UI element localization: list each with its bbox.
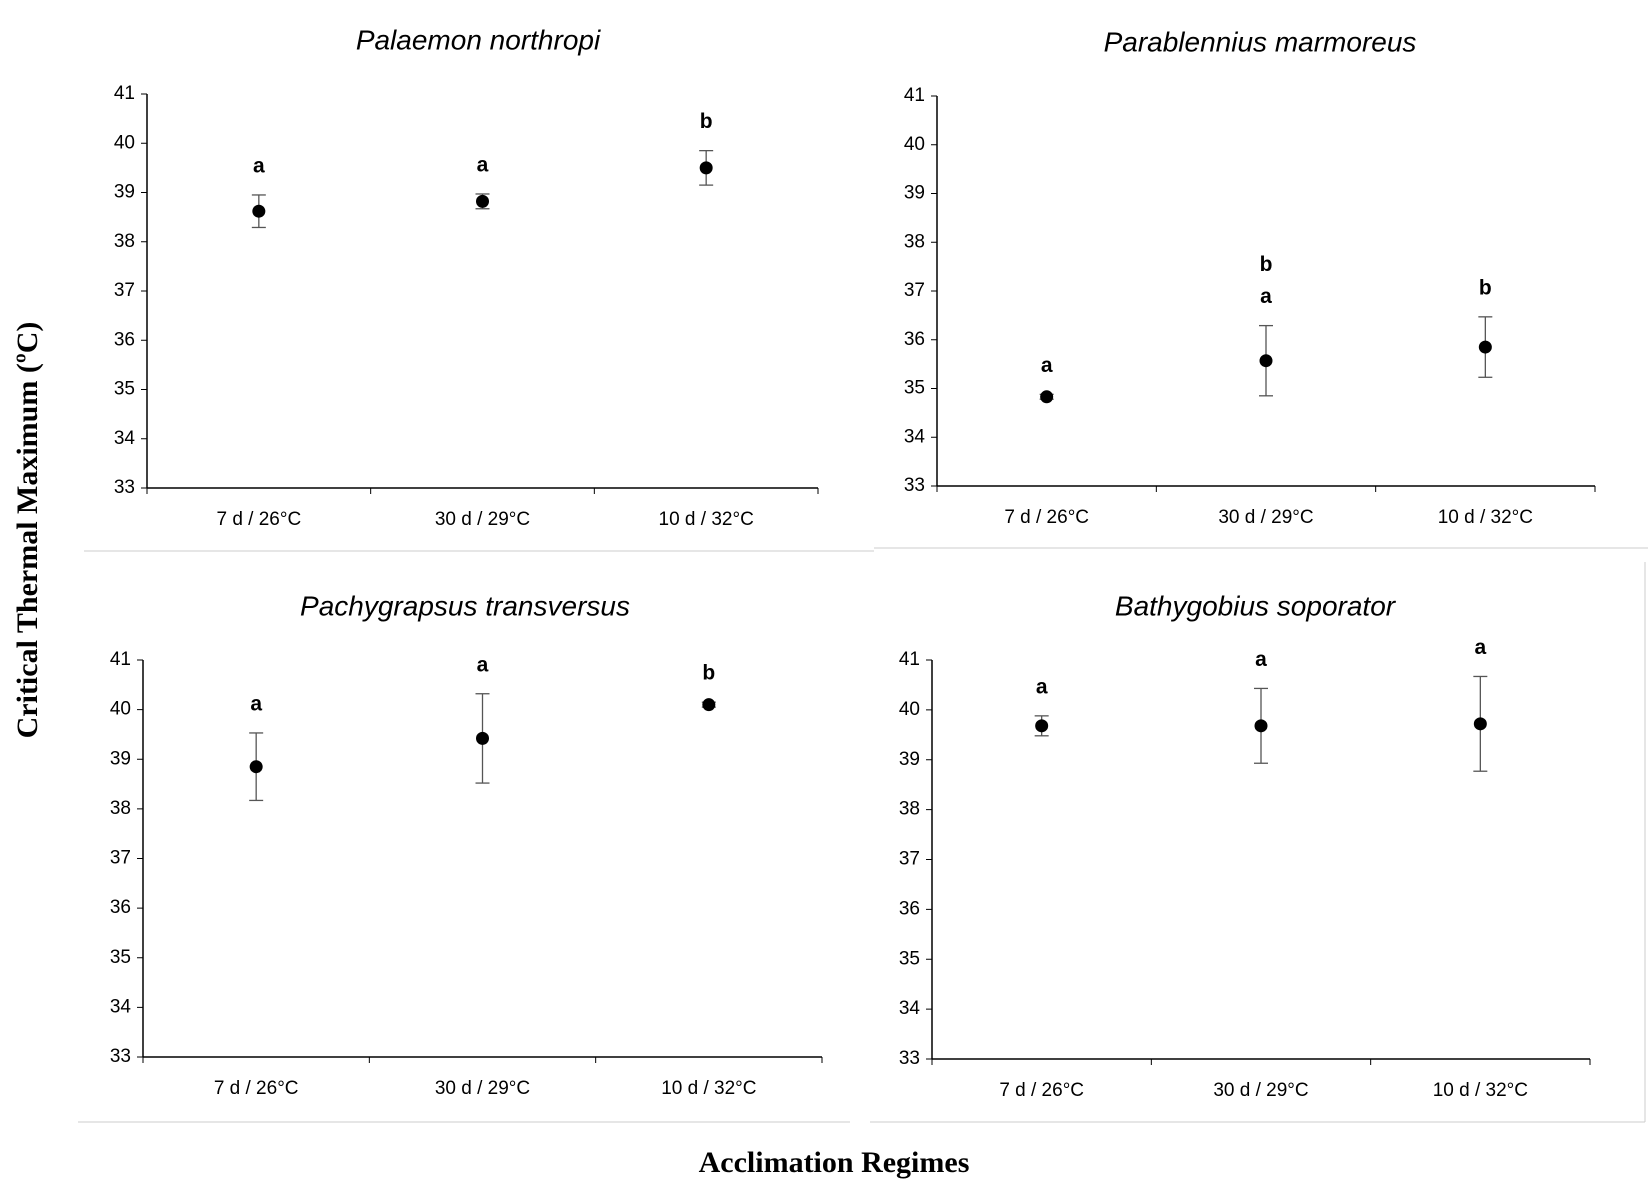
significance-letter: a — [253, 155, 265, 178]
y-tick-label: 34 — [114, 428, 136, 449]
point — [1035, 719, 1049, 733]
y-tick-label: 36 — [110, 897, 131, 918]
panel-title: Parablennius marmoreus — [1104, 26, 1417, 57]
y-tick-label: 35 — [904, 378, 925, 399]
y-tick-label: 34 — [110, 996, 132, 1017]
y-tick-label: 33 — [110, 1046, 131, 1067]
point — [1040, 390, 1054, 404]
panel-title: Pachygrapsus transversus — [300, 590, 630, 621]
y-tick-label: 39 — [899, 749, 920, 770]
point — [476, 731, 489, 745]
point — [252, 204, 266, 218]
point — [1478, 340, 1492, 354]
significance-letter: a — [1260, 285, 1272, 308]
panel-title: Bathygobius soporator — [1115, 590, 1397, 621]
y-tick-label: 33 — [904, 475, 925, 496]
x-tick-label: 7 d / 26°C — [214, 1078, 299, 1099]
y-tick-label: 40 — [114, 132, 135, 153]
y-tick-label: 38 — [904, 231, 925, 252]
significance-letter: a — [1041, 354, 1053, 377]
significance-letter: a — [477, 154, 489, 177]
y-tick-label: 35 — [114, 379, 135, 400]
x-tick-label: 30 d / 29°C — [1213, 1080, 1308, 1101]
point — [1473, 717, 1487, 731]
x-tick-label: 30 d / 29°C — [435, 509, 530, 530]
significance-letter: b — [1260, 253, 1273, 276]
significance-letter: a — [1036, 675, 1048, 698]
point — [1254, 719, 1268, 733]
significance-letter: b — [702, 662, 715, 685]
y-tick-label: 40 — [110, 699, 131, 720]
y-tick-label: 35 — [110, 947, 131, 968]
y-tick-label: 34 — [899, 998, 921, 1019]
y-tick-label: 38 — [899, 799, 920, 820]
y-tick-label: 33 — [899, 1048, 920, 1069]
y-tick-label: 36 — [114, 329, 135, 350]
y-tick-label: 40 — [904, 134, 925, 155]
panel-title: Palaemon northropi — [356, 24, 601, 55]
significance-letter: a — [250, 692, 262, 715]
point — [699, 161, 713, 175]
y-tick-label: 37 — [904, 280, 925, 301]
significance-letter: b — [700, 110, 713, 133]
point — [702, 698, 716, 712]
x-tick-label: 30 d / 29°C — [1218, 507, 1313, 528]
significance-letter: a — [477, 653, 489, 676]
y-axis-label: Critical Thermal Maximum (ºC) — [11, 322, 44, 739]
y-tick-label: 39 — [110, 748, 131, 769]
x-tick-label: 7 d / 26°C — [216, 509, 301, 530]
point — [1259, 354, 1273, 368]
y-tick-label: 41 — [110, 649, 131, 670]
y-tick-label: 37 — [899, 849, 920, 870]
y-tick-label: 41 — [899, 649, 920, 670]
significance-letter: a — [1474, 636, 1486, 659]
x-axis-label: Acclimation Regimes — [699, 1146, 970, 1179]
y-tick-label: 39 — [114, 182, 135, 203]
y-tick-label: 36 — [899, 898, 920, 919]
y-tick-label: 39 — [904, 183, 925, 204]
y-tick-label: 37 — [114, 280, 135, 301]
y-tick-label: 38 — [110, 798, 131, 819]
y-tick-label: 33 — [114, 477, 135, 498]
point — [476, 194, 489, 208]
x-tick-label: 7 d / 26°C — [999, 1080, 1084, 1101]
point — [249, 760, 263, 774]
x-tick-label: 7 d / 26°C — [1004, 507, 1089, 528]
x-tick-label: 10 d / 32°C — [659, 509, 754, 530]
x-tick-label: 30 d / 29°C — [435, 1078, 530, 1099]
y-tick-label: 41 — [114, 83, 135, 104]
y-tick-label: 35 — [899, 948, 920, 969]
y-tick-label: 41 — [904, 85, 925, 106]
y-tick-label: 34 — [904, 426, 926, 447]
significance-letter: a — [1255, 648, 1267, 671]
x-tick-label: 10 d / 32°C — [661, 1078, 756, 1099]
y-tick-label: 36 — [904, 329, 925, 350]
x-tick-label: 10 d / 32°C — [1433, 1080, 1528, 1101]
y-tick-label: 37 — [110, 848, 131, 869]
x-tick-label: 10 d / 32°C — [1438, 507, 1533, 528]
significance-letter: b — [1479, 276, 1492, 299]
y-tick-label: 40 — [899, 699, 920, 720]
y-tick-label: 38 — [114, 231, 135, 252]
